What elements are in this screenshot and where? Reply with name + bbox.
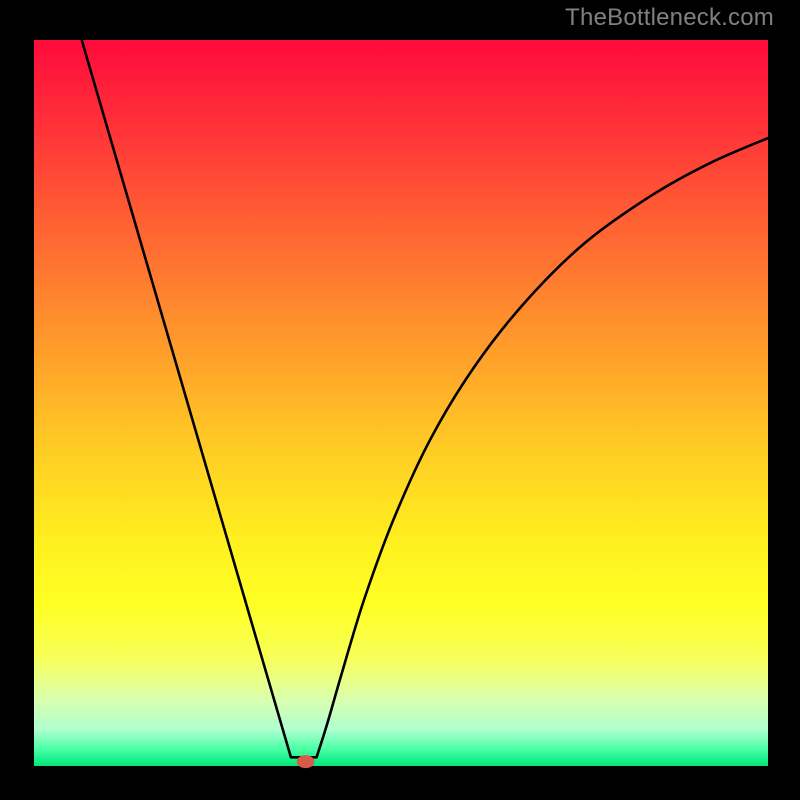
watermark-label: TheBottleneck.com	[565, 4, 774, 32]
gradient-plot-area	[34, 40, 768, 766]
